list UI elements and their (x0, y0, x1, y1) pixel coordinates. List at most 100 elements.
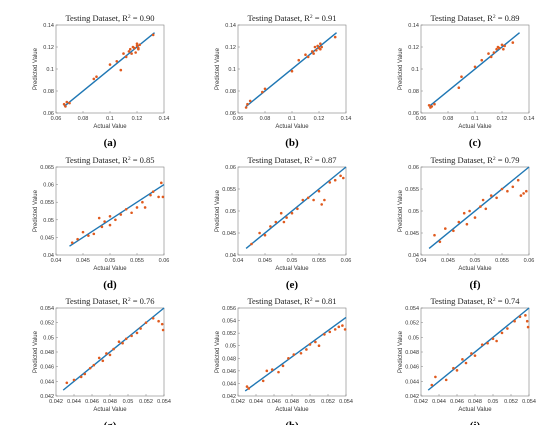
data-point (279, 211, 283, 215)
data-point (287, 356, 290, 360)
data-point (119, 68, 123, 72)
y-axis-label: Predicted Value (33, 189, 39, 232)
y-tick-label: 0.042 (405, 394, 419, 400)
data-point (161, 195, 165, 199)
panel-title-text: Testing Dataset, R (430, 13, 493, 23)
panel-caption: (e) (286, 279, 299, 291)
r2-equals: = (496, 13, 505, 23)
panel-title: Testing Dataset, R2 = 0.74 (430, 296, 520, 306)
data-point (525, 319, 529, 323)
y-tick-label: 0.054 (222, 319, 236, 325)
data-point (516, 178, 520, 182)
x-tick-label: 0.04 (416, 258, 427, 264)
y-tick-label: 0.14 (43, 23, 54, 29)
data-point (87, 234, 90, 237)
data-point (495, 47, 498, 51)
data-point (143, 206, 147, 209)
y-tick-label: 0.065 (40, 165, 54, 171)
x-tick-label: 0.05 (305, 399, 316, 405)
data-point (328, 181, 332, 184)
data-point (281, 364, 285, 368)
panel-caption: (i) (470, 420, 481, 425)
y-tick-label: 0.05 (408, 335, 419, 341)
data-point (157, 195, 160, 199)
data-point (461, 358, 464, 361)
data-point (282, 220, 286, 224)
data-point (511, 41, 515, 44)
superscript-two: 2 (310, 156, 313, 162)
data-point (500, 43, 504, 47)
y-tick-label: 0.12 (408, 45, 419, 51)
x-tick-label: 0.14 (341, 116, 352, 122)
y-axis-label: Predicted Value (398, 330, 404, 373)
data-point (480, 343, 484, 346)
data-point (108, 63, 112, 66)
data-point (323, 198, 326, 202)
x-tick-label: 0.05 (470, 258, 481, 264)
plot-frame (237, 307, 347, 397)
data-point (438, 240, 442, 244)
superscript-two: 2 (493, 156, 496, 162)
x-axis-label: Actual Value (458, 407, 492, 413)
data-point (141, 200, 144, 204)
data-point (105, 352, 108, 355)
data-point (342, 176, 345, 180)
data-point (247, 387, 251, 390)
fit-line (69, 184, 165, 247)
data-point (130, 334, 133, 338)
data-point (457, 220, 461, 224)
r2-value: 0.91 (322, 13, 337, 23)
data-point (290, 211, 294, 215)
data-point (149, 193, 152, 197)
data-point (486, 341, 489, 345)
data-point (65, 100, 69, 104)
data-point (489, 55, 493, 59)
data-point (160, 181, 163, 185)
r2-equals: = (496, 296, 505, 306)
y-tick-label: 0.046 (222, 369, 236, 375)
data-point (139, 327, 142, 330)
data-point (258, 231, 261, 235)
panel-caption: (c) (469, 137, 482, 149)
data-point (261, 90, 264, 94)
x-tick-label: 0.06 (51, 116, 62, 122)
x-tick-label: 0.05 (287, 258, 298, 264)
data-point (316, 44, 319, 48)
r2-value: 0.85 (140, 155, 155, 165)
r2-equals: = (496, 155, 505, 165)
panel-title: Testing Dataset, R2 = 0.76 (65, 296, 154, 306)
y-axis-label: Predicted Value (215, 47, 221, 90)
data-point (457, 86, 461, 89)
data-point (498, 46, 501, 50)
superscript-two: 2 (128, 156, 131, 162)
data-point (108, 214, 112, 218)
x-tick-label: 0.046 (450, 399, 464, 405)
data-point (270, 368, 274, 371)
data-point (434, 375, 437, 379)
data-point (333, 178, 337, 182)
data-point (489, 194, 493, 197)
y-tick-label: 0.08 (408, 89, 419, 95)
data-point (97, 356, 101, 360)
r2-equals: = (131, 155, 140, 165)
panel-title: Testing Dataset, R2 = 0.81 (247, 296, 336, 306)
x-tick-label: 0.055 (130, 258, 144, 264)
panel-title: Testing Dataset, R2 = 0.85 (65, 155, 154, 165)
superscript-two: 2 (310, 14, 313, 20)
superscript-two: 2 (128, 14, 131, 20)
data-point (427, 104, 431, 107)
y-tick-label: 0.05 (225, 209, 236, 215)
fit-line (245, 166, 347, 249)
x-tick-label: 0.14 (159, 116, 170, 122)
x-tick-label: 0.06 (524, 258, 535, 264)
data-point (124, 207, 128, 211)
y-tick-label: 0.056 (222, 306, 236, 312)
data-point (290, 69, 294, 73)
r2-value: 0.87 (322, 155, 337, 165)
data-point (452, 366, 455, 370)
data-point (430, 383, 434, 387)
y-tick-label: 0.06 (43, 111, 54, 117)
data-point (130, 52, 133, 55)
x-tick-label: 0.048 (103, 399, 117, 405)
